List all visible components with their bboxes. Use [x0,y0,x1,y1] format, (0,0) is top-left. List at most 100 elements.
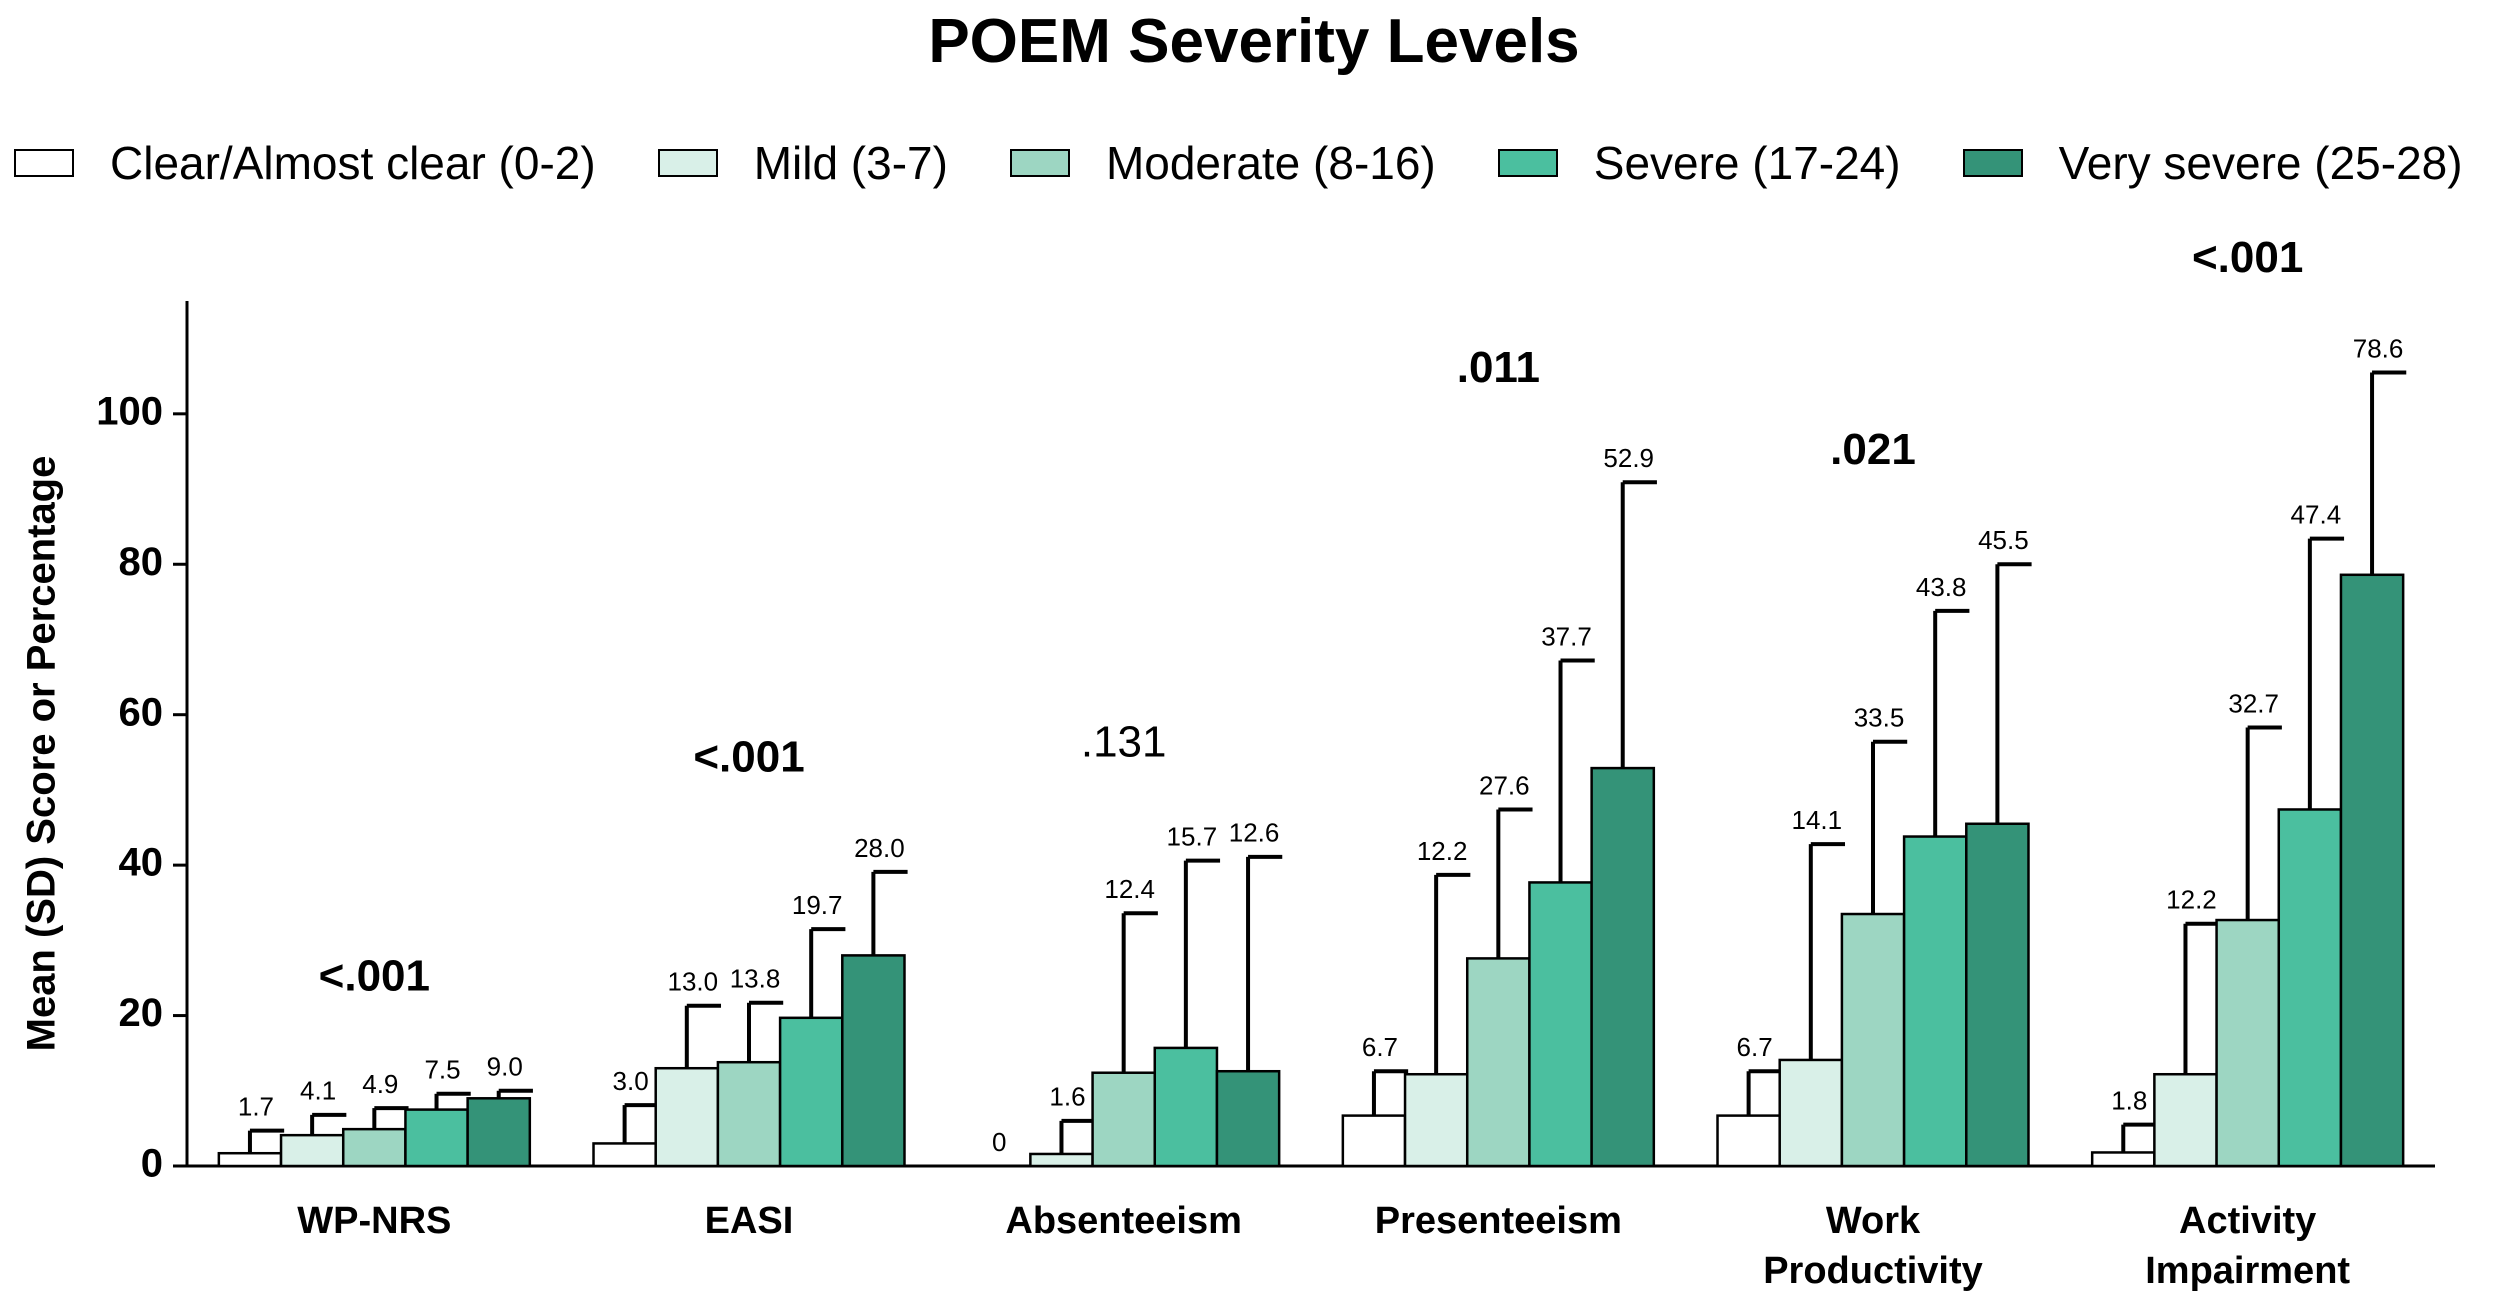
error-bar [1995,562,2032,824]
value-label: 78.6 [2353,333,2404,363]
legend-item: Mild (3-7) [657,136,948,190]
error-bar [2245,725,2282,921]
bar [1341,1114,1407,1168]
value-label: 12.2 [2166,885,2217,915]
value-label: 15.7 [1167,821,1218,851]
value-label: 12.4 [1104,874,1155,904]
error-bar [247,1128,285,1154]
p-value: .011 [1457,343,1540,392]
value-label: 28.0 [854,833,905,863]
bar [404,1108,469,1168]
x-tick-label: Absenteeism [1005,1200,1242,1242]
value-label: 45.5 [1978,525,2029,555]
error-bar [1371,1069,1409,1116]
value-label: 52.9 [1603,443,1654,473]
x-tick-label: WP-NRS [297,1200,452,1242]
value-label: 32.7 [2228,688,2279,718]
x-tick-label: Work Productivity [1763,1200,1983,1292]
error-bar [1746,1069,1783,1116]
legend-swatch [1962,149,2023,177]
bar [1778,1058,1844,1168]
error-bar [1059,1118,1096,1154]
value-label: 1.7 [238,1092,274,1122]
bar [466,1097,532,1168]
legend-item: Clear/Almost clear (0-2) [14,136,596,190]
error-bar [1183,858,1221,1048]
y-tick-label: 80 [119,540,164,584]
value-label: 37.7 [1541,621,1592,651]
error-bar [496,1088,533,1099]
error-bar [1246,854,1283,1072]
value-label: 19.7 [792,890,843,920]
value-label: 13.0 [668,967,719,997]
legend-label: Clear/Almost clear (0-2) [110,137,596,189]
error-bar [1808,842,1846,1060]
value-label: 14.1 [1792,805,1843,835]
legend: Clear/Almost clear (0-2) Mild (3-7) Modera… [14,136,2463,190]
bar [2153,1072,2218,1168]
bar [1902,835,1968,1168]
bar [341,1127,407,1168]
p-value: .131 [1081,717,1167,766]
error-bar [622,1103,659,1144]
bar [279,1133,345,1168]
x-tick-label: Presenteeism [1374,1200,1622,1242]
legend-swatch [1497,149,1558,177]
y-tick-label: 0 [141,1142,163,1186]
error-bar [747,1000,784,1063]
bar [2215,918,2281,1168]
value-label: 12.6 [1229,818,1280,848]
bar [1403,1072,1469,1168]
value-label: 4.9 [362,1069,398,1099]
value-label: 43.8 [1916,572,1967,602]
bar [592,1142,657,1168]
legend-item: Moderate (8-16) [1009,136,1436,190]
error-bar [434,1091,471,1110]
bar [1590,766,1656,1168]
error-bar [1434,872,1471,1075]
bar [1716,1114,1781,1168]
value-label: 4.1 [300,1076,336,1106]
error-bar [1121,911,1158,1073]
bar [778,1016,844,1168]
legend-label: Moderate (8-16) [1105,137,1436,189]
value-label: 6.7 [1362,1032,1398,1062]
bar [1215,1069,1281,1168]
bar [1153,1046,1219,1168]
value-label: 12.2 [1417,836,1468,866]
bar [841,954,906,1168]
legend-label: Severe (17-24) [1593,137,1901,189]
bar [2339,573,2405,1168]
error-bar [1558,658,1595,883]
bar [716,1060,782,1168]
x-tick-label: EASI [704,1200,794,1242]
error-bar [2370,370,2407,575]
bar [654,1066,720,1168]
error-bar [1871,739,1908,915]
bar [1965,822,2030,1168]
legend-swatch [1009,149,1070,177]
p-value: <.001 [693,733,804,782]
p-value: <.001 [319,951,430,1000]
p-value: .021 [1830,425,1916,474]
error-bar [310,1112,347,1136]
error-bar [809,927,846,1018]
error-bar [2183,921,2220,1075]
error-bar [1933,608,1970,837]
error-bar [2307,536,2345,810]
bar [1528,881,1593,1168]
value-label: 1.8 [2111,1086,2147,1116]
value-label: 9.0 [487,1052,523,1082]
legend-item: Very severe (25-28) [1962,136,2463,190]
y-tick-label: 100 [96,389,163,433]
legend-item: Severe (17-24) [1497,136,1901,190]
bar [1091,1071,1157,1168]
bar [2277,808,2343,1168]
value-label: 0 [992,1127,1006,1157]
y-axis-label: Mean (SD) Score or Percentage [20,456,64,1052]
legend-label: Very severe (25-28) [2058,137,2463,189]
legend-swatch [14,149,74,177]
value-label: 47.4 [2291,500,2342,530]
